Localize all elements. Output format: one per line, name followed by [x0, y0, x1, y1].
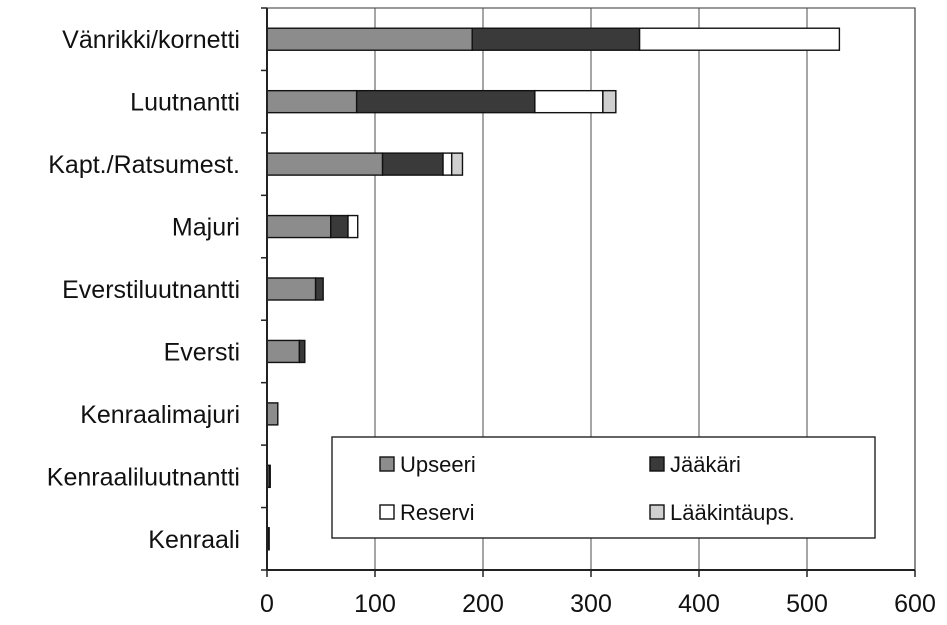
- category-labels: Vänrikki/kornetti Luutnantti Kapt./Ratsume…: [47, 26, 240, 554]
- x-tick-label: 500: [786, 590, 828, 618]
- legend-swatch: [379, 504, 395, 520]
- bar-segment: [471, 27, 641, 51]
- category-label: Kenraaliluutnantti: [47, 463, 240, 491]
- bar-segment: [442, 152, 453, 176]
- bar-segment: [534, 89, 604, 114]
- x-tick-label: 0: [260, 590, 274, 618]
- category-label: Everstiluutnantti: [62, 276, 240, 304]
- x-tick-label: 600: [894, 590, 936, 618]
- bar-segment: [266, 339, 301, 364]
- category-label: Vänrikki/kornetti: [62, 26, 240, 54]
- bars: [266, 27, 841, 551]
- bar-segment: [266, 89, 358, 114]
- bar-segment: [266, 27, 473, 51]
- bar-segment: [267, 527, 270, 551]
- bar-segment: [298, 339, 306, 364]
- bar-segment: [268, 464, 271, 489]
- bar-segment: [355, 89, 536, 114]
- category-label: Luutnantti: [130, 89, 240, 117]
- bar-segment: [381, 152, 444, 176]
- bar-segment: [314, 277, 324, 301]
- bar-segment: [266, 214, 332, 239]
- bar-segment: [347, 214, 359, 239]
- legend-swatch: [379, 456, 395, 472]
- category-label: Eversti: [164, 338, 240, 366]
- legend-box: [331, 436, 876, 539]
- legend: Upseeri Jääkäri Reservi Lääkintäups.: [331, 436, 876, 539]
- bar-segment: [266, 277, 317, 301]
- legend-label: Lääkintäups.: [670, 500, 795, 525]
- bar-segment: [450, 152, 464, 176]
- legend-swatch: [649, 504, 665, 520]
- bar-segment: [266, 402, 279, 426]
- x-tick-labels: 0 100 200 300 400 500 600: [260, 590, 936, 618]
- bar-segment: [266, 152, 384, 176]
- category-label: Majuri: [172, 214, 240, 242]
- bar-segment: [330, 214, 349, 239]
- bar-segment: [602, 89, 617, 114]
- legend-label: Upseeri: [400, 452, 476, 477]
- legend-label: Reservi: [400, 500, 475, 525]
- category-label: Kenraalimajuri: [80, 401, 240, 429]
- bar-segment: [638, 27, 841, 51]
- legend-swatch: [649, 456, 665, 472]
- axes: [261, 7, 916, 577]
- x-tick-label: 400: [678, 590, 720, 618]
- legend-label: Jääkäri: [670, 452, 741, 477]
- x-tick-label: 300: [570, 590, 612, 618]
- category-label: Kapt./Ratsumest.: [48, 151, 240, 179]
- x-tick-label: 100: [354, 590, 396, 618]
- x-tick-label: 200: [462, 590, 504, 618]
- category-label: Kenraali: [148, 526, 240, 554]
